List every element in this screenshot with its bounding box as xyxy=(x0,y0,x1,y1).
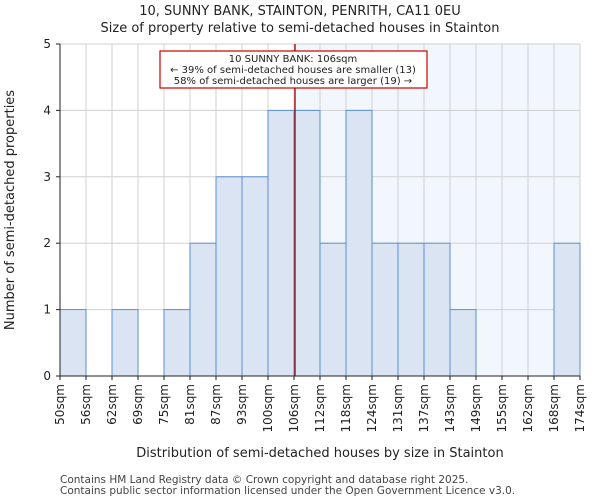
chart-subtitle: Size of property relative to semi-detach… xyxy=(100,21,500,36)
y-tick-label: 4 xyxy=(43,103,51,117)
footer-line-2: Contains public sector information licen… xyxy=(60,485,516,497)
bar xyxy=(397,242,425,377)
x-tick-label: 143sqm xyxy=(443,384,457,432)
bar xyxy=(449,309,477,377)
bar xyxy=(163,309,191,377)
y-tick-label: 1 xyxy=(43,303,51,317)
x-tick-label: 81sqm xyxy=(183,384,197,425)
x-tick-label: 174sqm xyxy=(573,384,587,432)
y-axis-label: Number of semi-detached properties xyxy=(3,90,18,330)
bar xyxy=(111,309,139,377)
x-tick-label: 100sqm xyxy=(261,384,275,432)
annotation-line-2: ← 39% of semi-detached houses are smalle… xyxy=(170,65,416,76)
x-tick-label: 168sqm xyxy=(547,384,561,432)
y-tick-label: 5 xyxy=(43,37,51,51)
footer-line-1: Contains HM Land Registry data © Crown c… xyxy=(60,474,469,486)
x-tick-label: 75sqm xyxy=(157,384,171,425)
y-tick-label: 3 xyxy=(43,170,51,184)
bar xyxy=(293,109,321,377)
x-tick-label: 69sqm xyxy=(131,384,145,425)
x-tick-label: 87sqm xyxy=(209,384,223,425)
bar xyxy=(215,176,243,377)
x-tick-label: 137sqm xyxy=(417,384,431,432)
annotation-line-1: 10 SUNNY BANK: 106sqm xyxy=(229,54,358,65)
bar xyxy=(553,242,581,377)
bar xyxy=(59,309,87,377)
x-tick-label: 162sqm xyxy=(521,384,535,432)
bar xyxy=(189,242,217,377)
x-tick-label: 62sqm xyxy=(105,384,119,425)
x-tick-label: 93sqm xyxy=(235,384,249,425)
x-tick-label: 155sqm xyxy=(495,384,509,432)
annotation-box xyxy=(159,50,428,89)
x-tick-label: 118sqm xyxy=(339,384,353,432)
x-tick-label: 131sqm xyxy=(391,384,405,432)
x-tick-label: 56sqm xyxy=(79,384,93,425)
x-tick-label: 106sqm xyxy=(287,384,301,432)
x-tick-label: 124sqm xyxy=(365,384,379,432)
bar xyxy=(371,242,399,377)
y-tick-label: 2 xyxy=(43,236,51,250)
x-axis-label: Distribution of semi-detached houses by … xyxy=(136,446,503,461)
x-tick-label: 149sqm xyxy=(469,384,483,432)
bar xyxy=(241,176,269,377)
bar xyxy=(267,109,295,377)
y-tick-label: 0 xyxy=(43,369,51,383)
x-tick-label: 50sqm xyxy=(53,384,67,425)
chart-title: 10, SUNNY BANK, STAINTON, PENRITH, CA11 … xyxy=(139,4,461,19)
x-tick-label: 112sqm xyxy=(313,384,327,432)
bar xyxy=(345,109,373,377)
bar xyxy=(423,242,451,377)
annotation-line-3: 58% of semi-detached houses are larger (… xyxy=(174,76,412,87)
bar xyxy=(319,242,347,377)
